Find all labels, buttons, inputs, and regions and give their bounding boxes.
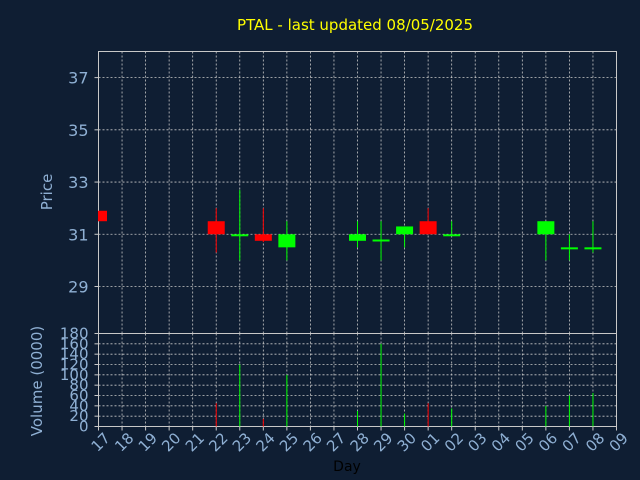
x-tick-label: 22 [205,429,231,455]
candle [584,221,602,253]
x-axis: 1718192021222324252627282930010203040506… [88,426,632,455]
x-tick-label: 07 [559,429,585,455]
candle-body [372,239,390,242]
price-tick-label: 37 [68,69,88,88]
candle-body [98,210,107,222]
candle [207,208,225,253]
candle [560,234,578,261]
candle-body [443,234,461,237]
candle-body [560,247,578,250]
x-tick-label: 20 [158,429,184,455]
candle-body [396,226,414,235]
candle [278,221,296,261]
candle [231,189,249,261]
volume-tick-label: 100 [60,366,89,384]
x-tick-label: 30 [394,429,420,455]
x-tick-label: 21 [182,429,208,455]
x-tick-label: 02 [441,429,467,455]
volume-axis-label: Volume (0000) [28,326,46,436]
candle-body [584,247,602,250]
volume-tick-label: 80 [69,376,88,394]
candle [419,208,437,235]
candle-body [349,234,366,241]
candle [254,208,272,243]
price-axis-label: Price [38,174,56,211]
candle [396,226,414,248]
x-tick-label: 24 [252,429,278,455]
volume-tick-label: 60 [69,387,88,405]
x-tick-label: 05 [511,429,537,455]
volume-tick-label: 180 [60,325,89,343]
x-tick-label: 04 [488,429,514,455]
price-panel: 29 31 33 35 37 Price [38,51,617,334]
x-tick-label: 28 [347,429,373,455]
price-tick-label: 35 [68,121,88,140]
candle-body [207,221,225,235]
candle-body [419,221,437,235]
candle-body [231,234,249,237]
volume-tick-label: 20 [69,407,88,425]
candles [98,189,602,261]
x-tick-label: 26 [300,429,326,455]
x-tick-label: 06 [535,429,561,455]
volume-tick-label: 140 [60,345,89,363]
x-tick-label: 19 [135,429,161,455]
x-tick-label: 27 [323,429,349,455]
x-tick-label: 03 [464,429,490,455]
price-tick-label: 33 [68,173,88,192]
x-tick-label: 01 [417,429,443,455]
volume-tick-label: 40 [69,397,88,415]
candle-body [537,221,555,235]
chart-title: PTAL - last updated 08/05/2025 [237,16,473,34]
candle [537,221,555,261]
volume-tick-label: 0 [79,418,89,436]
volume-bars [215,343,594,427]
candle-body [254,234,272,241]
price-tick-label: 31 [68,225,88,244]
x-tick-label: 09 [606,429,632,455]
candle [98,210,107,222]
x-axis-label: Day [333,459,361,475]
volume-tick-label: 120 [60,356,89,374]
price-tick-label: 29 [68,278,88,297]
candle [443,221,461,237]
price-y-axis: 29 31 33 35 37 [68,69,99,297]
candle [349,221,366,248]
x-tick-label: 29 [370,429,396,455]
x-tick-label: 17 [88,429,114,455]
x-tick-label: 23 [229,429,255,455]
x-tick-label: 08 [582,429,608,455]
price-gridlines [98,51,617,334]
volume-tick-label: 160 [60,335,89,353]
candle-body [278,234,296,248]
x-tick-label: 25 [276,429,302,455]
candle [372,221,390,261]
x-tick-label: 18 [111,429,137,455]
